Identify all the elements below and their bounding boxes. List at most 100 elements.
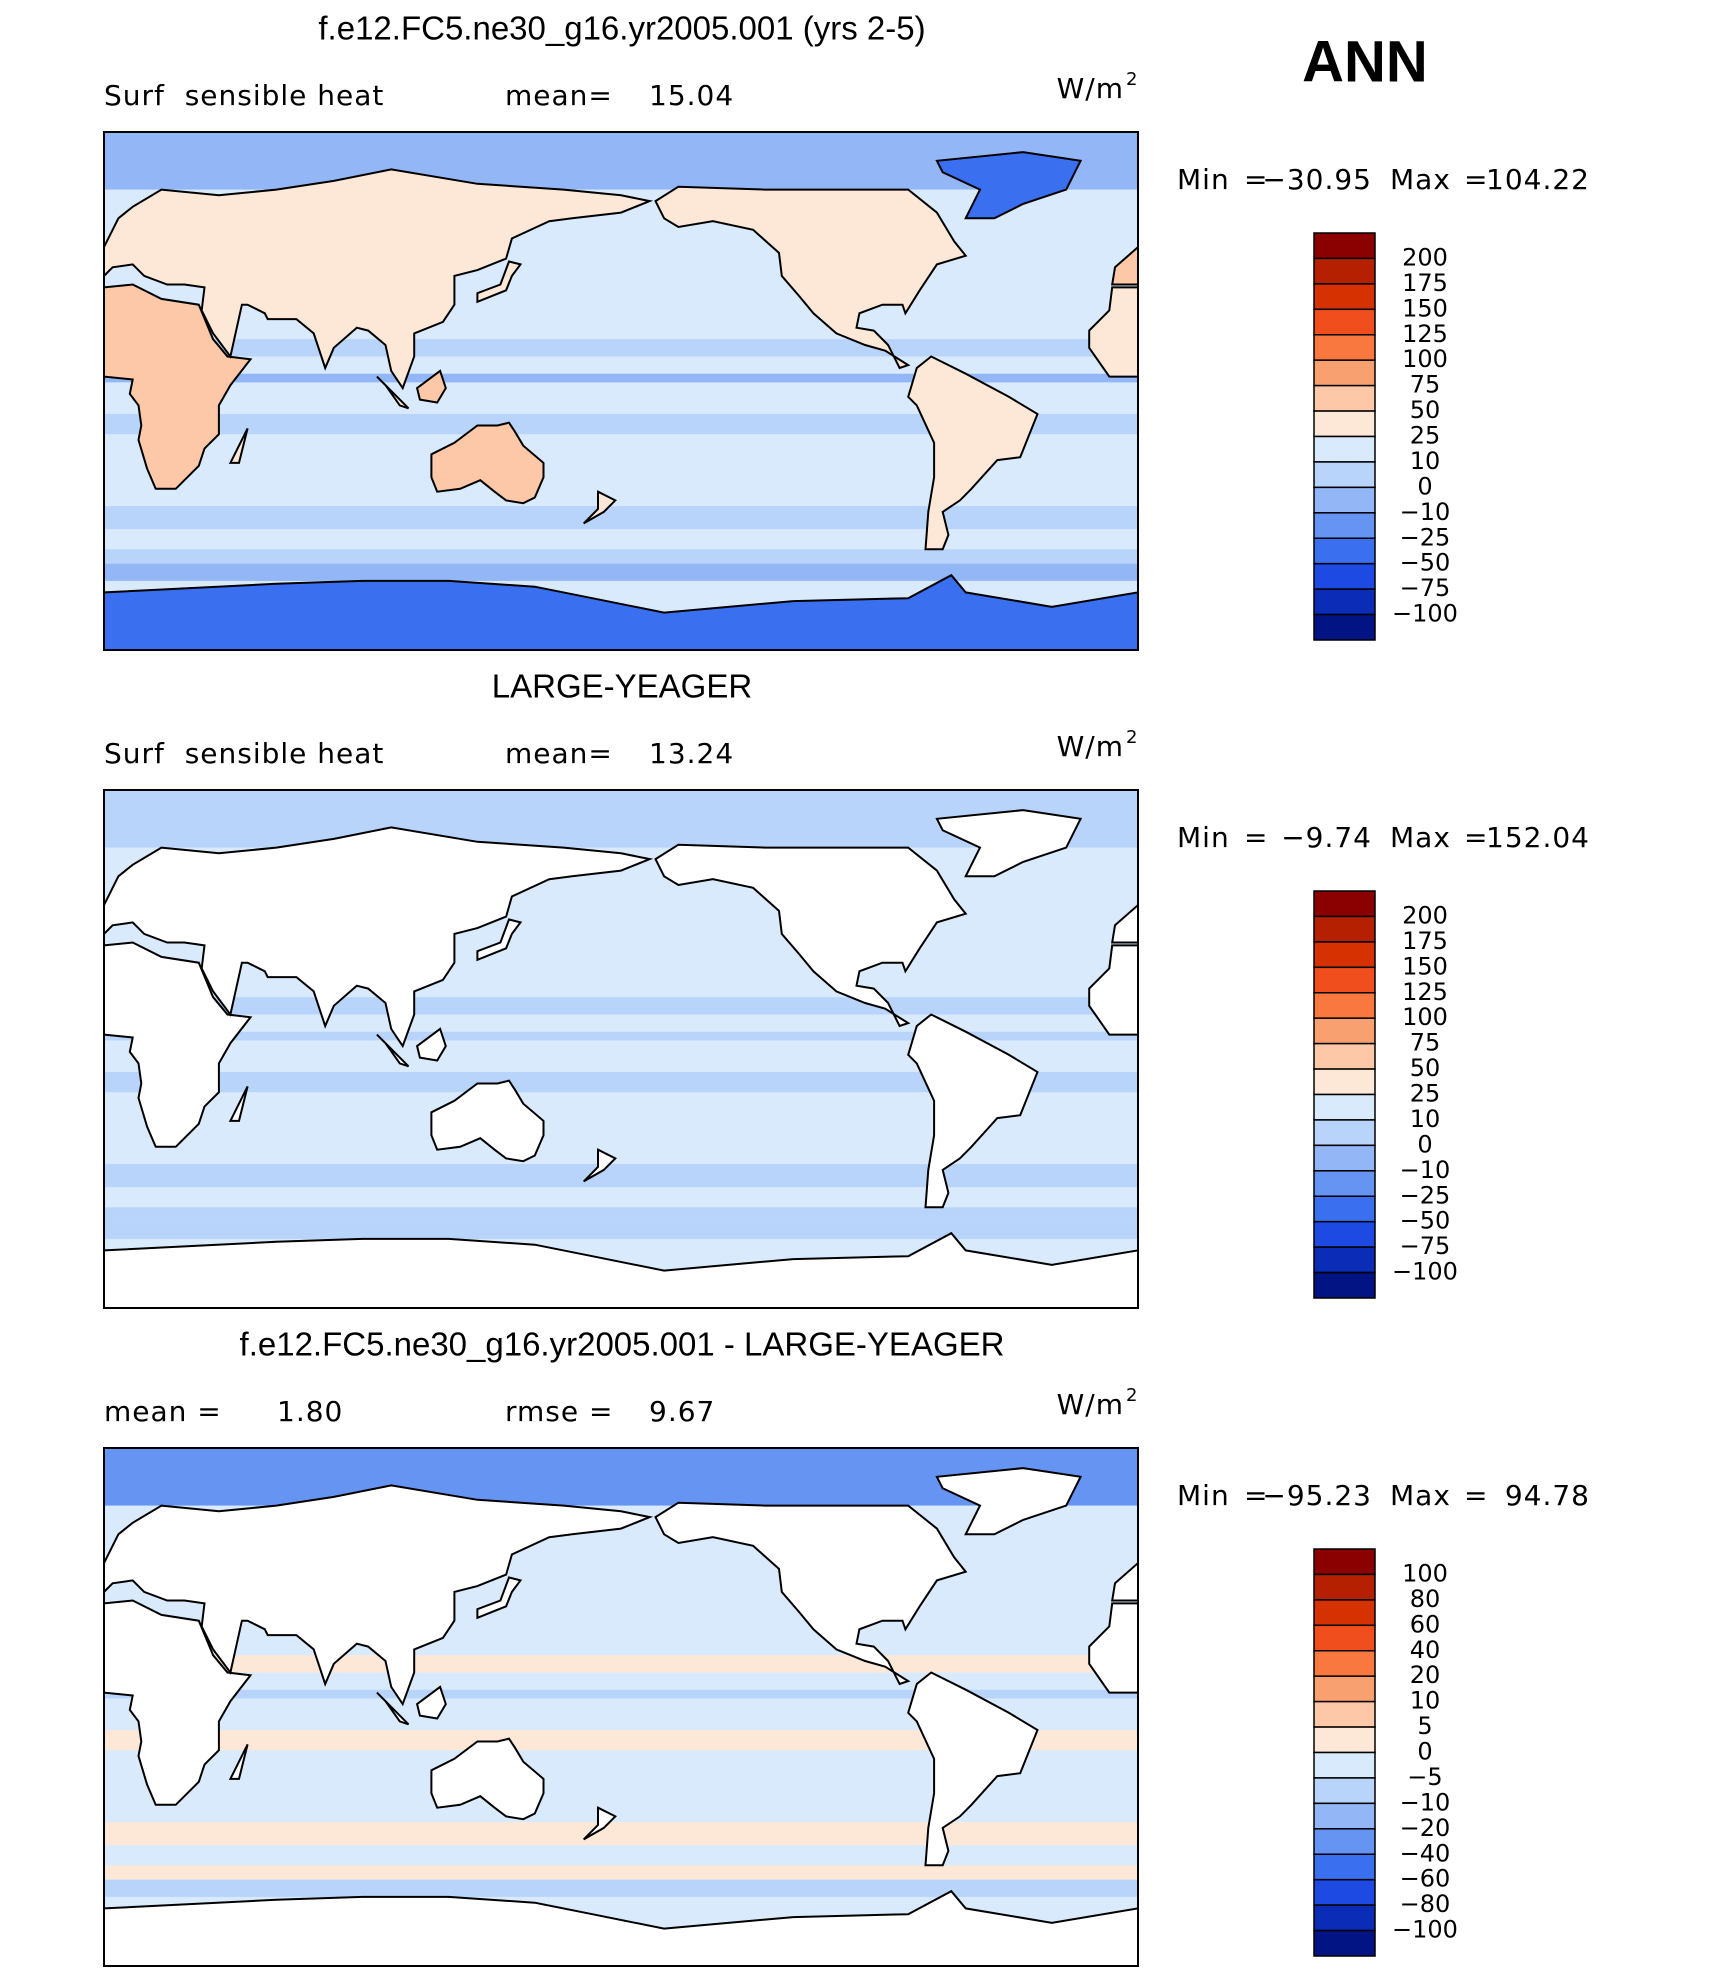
colorbar-box [1313, 1599, 1376, 1627]
equals: = [1464, 1479, 1488, 1512]
colorbar-box [1313, 1068, 1376, 1096]
max-label: Max [1390, 1479, 1451, 1512]
colorbar-box [1313, 512, 1376, 539]
colorbar-box [1313, 308, 1376, 336]
min-value: −95.23 [1262, 1479, 1372, 1512]
map-band [104, 1031, 1138, 1041]
coastline [228, 1743, 249, 1780]
colorbar-box [1313, 966, 1376, 994]
variable-label: mean = [104, 1395, 222, 1428]
colorbar-box [1313, 1878, 1376, 1906]
map [104, 132, 1138, 650]
map-band [104, 1207, 1138, 1222]
map-frame [103, 1447, 1139, 1967]
colorbar-box [1313, 1904, 1376, 1932]
coastline [430, 421, 545, 505]
colorbar-label: 0 [1417, 1738, 1432, 1766]
colorbar-box [1313, 1170, 1376, 1197]
stat-value: 13.24 [649, 737, 734, 770]
variable-label: Surf sensible heat [104, 737, 384, 770]
colorbar-label: 60 [1410, 1610, 1441, 1638]
equals: = [1244, 821, 1268, 854]
colorbar-label: 80 [1410, 1585, 1441, 1613]
colorbar-box [1313, 915, 1376, 943]
map-band [104, 563, 1138, 581]
colorbar-box [1313, 941, 1376, 969]
map-frame [103, 789, 1139, 1309]
coastline [228, 427, 249, 464]
map-band [104, 339, 1138, 357]
coastline [654, 843, 968, 1028]
colorbar-box [1313, 1929, 1376, 1957]
colorbar-label: 200 [1402, 901, 1448, 929]
stat-label: mean= [505, 737, 613, 770]
colorbar-label: 5 [1417, 1712, 1432, 1740]
colorbar-label: −5 [1407, 1763, 1442, 1791]
colorbar-label: −10 [1400, 1788, 1451, 1816]
max-value: 152.04 [1486, 821, 1590, 854]
units-base: W/m [1057, 1388, 1124, 1421]
coastline [415, 1685, 447, 1720]
colorbar-box [1313, 283, 1376, 311]
colorbar-label: −50 [1400, 1207, 1451, 1235]
colorbar-label: 100 [1402, 1559, 1448, 1587]
colorbar-box [1313, 1853, 1376, 1881]
min-value: −9.74 [1281, 821, 1372, 854]
units-base: W/m [1057, 730, 1124, 763]
max-value: 94.78 [1505, 1479, 1590, 1512]
colorbar-label: 100 [1402, 345, 1448, 373]
colorbar-label: 0 [1417, 472, 1432, 500]
colorbar-box [1313, 1675, 1376, 1703]
coastline [935, 151, 1083, 220]
units-sup: 2 [1126, 1385, 1137, 1406]
panel-title: f.e12.FC5.ne30_g16.yr2005.001 (yrs 2-5) [318, 10, 925, 47]
colorbar-label: 125 [1402, 320, 1448, 348]
coastline [104, 168, 654, 391]
coastline [376, 375, 410, 410]
colorbar-box [1313, 461, 1376, 489]
colorbar-label: −10 [1400, 1156, 1451, 1184]
map-band [104, 1221, 1138, 1239]
coastline [228, 1085, 249, 1122]
colorbar-label: 100 [1402, 1003, 1448, 1031]
map-frame [103, 131, 1139, 651]
colorbar-box [1313, 1751, 1376, 1779]
map-band [104, 506, 1138, 530]
coastline [476, 918, 523, 962]
coastline [935, 809, 1083, 878]
colorbar-box [1313, 486, 1376, 514]
map-band [104, 549, 1138, 564]
stat-label: mean= [505, 79, 613, 112]
map-band [104, 373, 1138, 383]
coastline [104, 826, 654, 1049]
min-label: Min [1177, 821, 1230, 854]
units: W/m [1057, 1388, 1124, 1421]
colorbar-label: −25 [1400, 1181, 1451, 1209]
colorbar-box [1313, 1650, 1376, 1677]
colorbar-label: −75 [1400, 1232, 1451, 1260]
colorbar-label: −25 [1400, 523, 1451, 551]
colorbar-box [1313, 334, 1376, 361]
colorbar-box [1313, 1624, 1376, 1652]
coastline [104, 283, 253, 490]
colorbar-box [1313, 1119, 1376, 1147]
coastline [582, 1148, 617, 1183]
coastline [582, 490, 617, 525]
colorbar-box [1313, 1271, 1376, 1299]
colorbar-box [1313, 537, 1376, 565]
map-band [104, 414, 1138, 435]
coastline [430, 1079, 545, 1163]
colorbar-label: −50 [1400, 549, 1451, 577]
colorbar-box [1313, 435, 1376, 463]
colorbar-box [1313, 890, 1376, 918]
colorbar-box [1313, 1802, 1376, 1830]
map-band [104, 1822, 1138, 1846]
stat-value: 1.80 [277, 1395, 343, 1428]
season-label: ANN [1302, 29, 1428, 94]
units-sup: 2 [1126, 69, 1137, 90]
colorbar-box [1313, 1700, 1376, 1728]
colorbar-box [1313, 1828, 1376, 1855]
colorbar-box [1313, 1144, 1376, 1172]
colorbar-label: −80 [1400, 1890, 1451, 1918]
